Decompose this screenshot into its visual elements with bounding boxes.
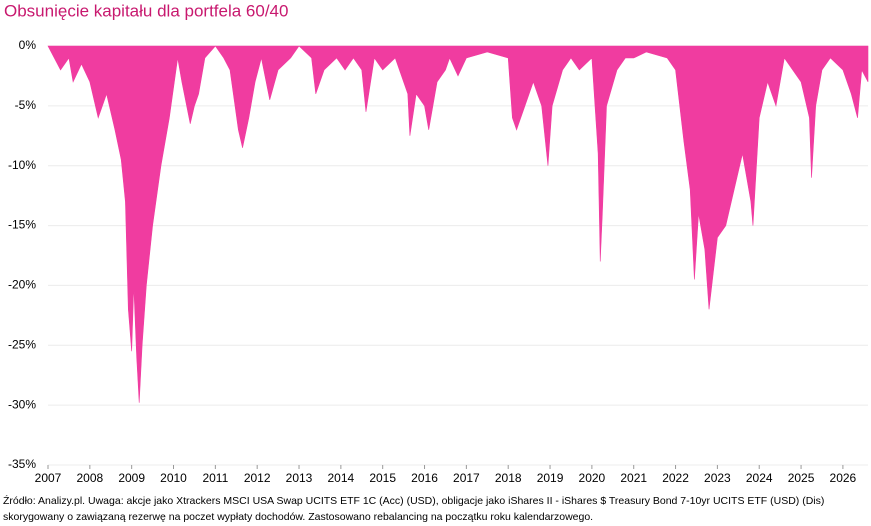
x-tick-label: 2021 (620, 471, 647, 485)
x-tick-label: 2015 (369, 471, 396, 485)
x-tick-label: 2019 (537, 471, 564, 485)
y-tick-label: -20% (8, 278, 36, 292)
x-tick-label: 2010 (160, 471, 187, 485)
x-tick-label: 2008 (76, 471, 103, 485)
x-tick-label: 2011 (202, 471, 228, 485)
y-tick-label: 0% (19, 38, 37, 52)
y-tick-label: -35% (8, 457, 36, 471)
drawdown-area (47, 45, 869, 403)
x-tick-label: 2026 (830, 471, 857, 485)
chart-title: Obsunięcie kapitału dla portfela 60/40 (4, 1, 288, 20)
x-tick-label: 2017 (453, 471, 480, 485)
footnote: Źródło: Analizy.pl. Uwaga: akcje jako Xt… (3, 494, 824, 507)
y-tick-label: -10% (8, 158, 36, 172)
footnote: skorygowany o zawiązaną rezerwę na pocze… (3, 511, 593, 523)
x-tick-label: 2013 (286, 471, 313, 485)
x-tick-label: 2018 (495, 471, 522, 485)
x-tick-label: 2025 (788, 471, 815, 485)
y-tick-label: -5% (15, 98, 37, 112)
x-tick-label: 2020 (579, 471, 606, 485)
x-tick-label: 2024 (746, 471, 773, 485)
x-tick-label: 2014 (328, 471, 355, 485)
x-tick-label: 2009 (118, 471, 145, 485)
x-tick-label: 2016 (411, 471, 438, 485)
x-tick-label: 2022 (662, 471, 689, 485)
y-tick-label: -15% (8, 218, 36, 232)
x-tick-label: 2007 (35, 471, 62, 485)
x-tick-label: 2023 (704, 471, 731, 485)
y-tick-label: -25% (8, 337, 36, 351)
x-tick-label: 2012 (244, 471, 271, 485)
y-tick-label: -30% (8, 397, 36, 411)
